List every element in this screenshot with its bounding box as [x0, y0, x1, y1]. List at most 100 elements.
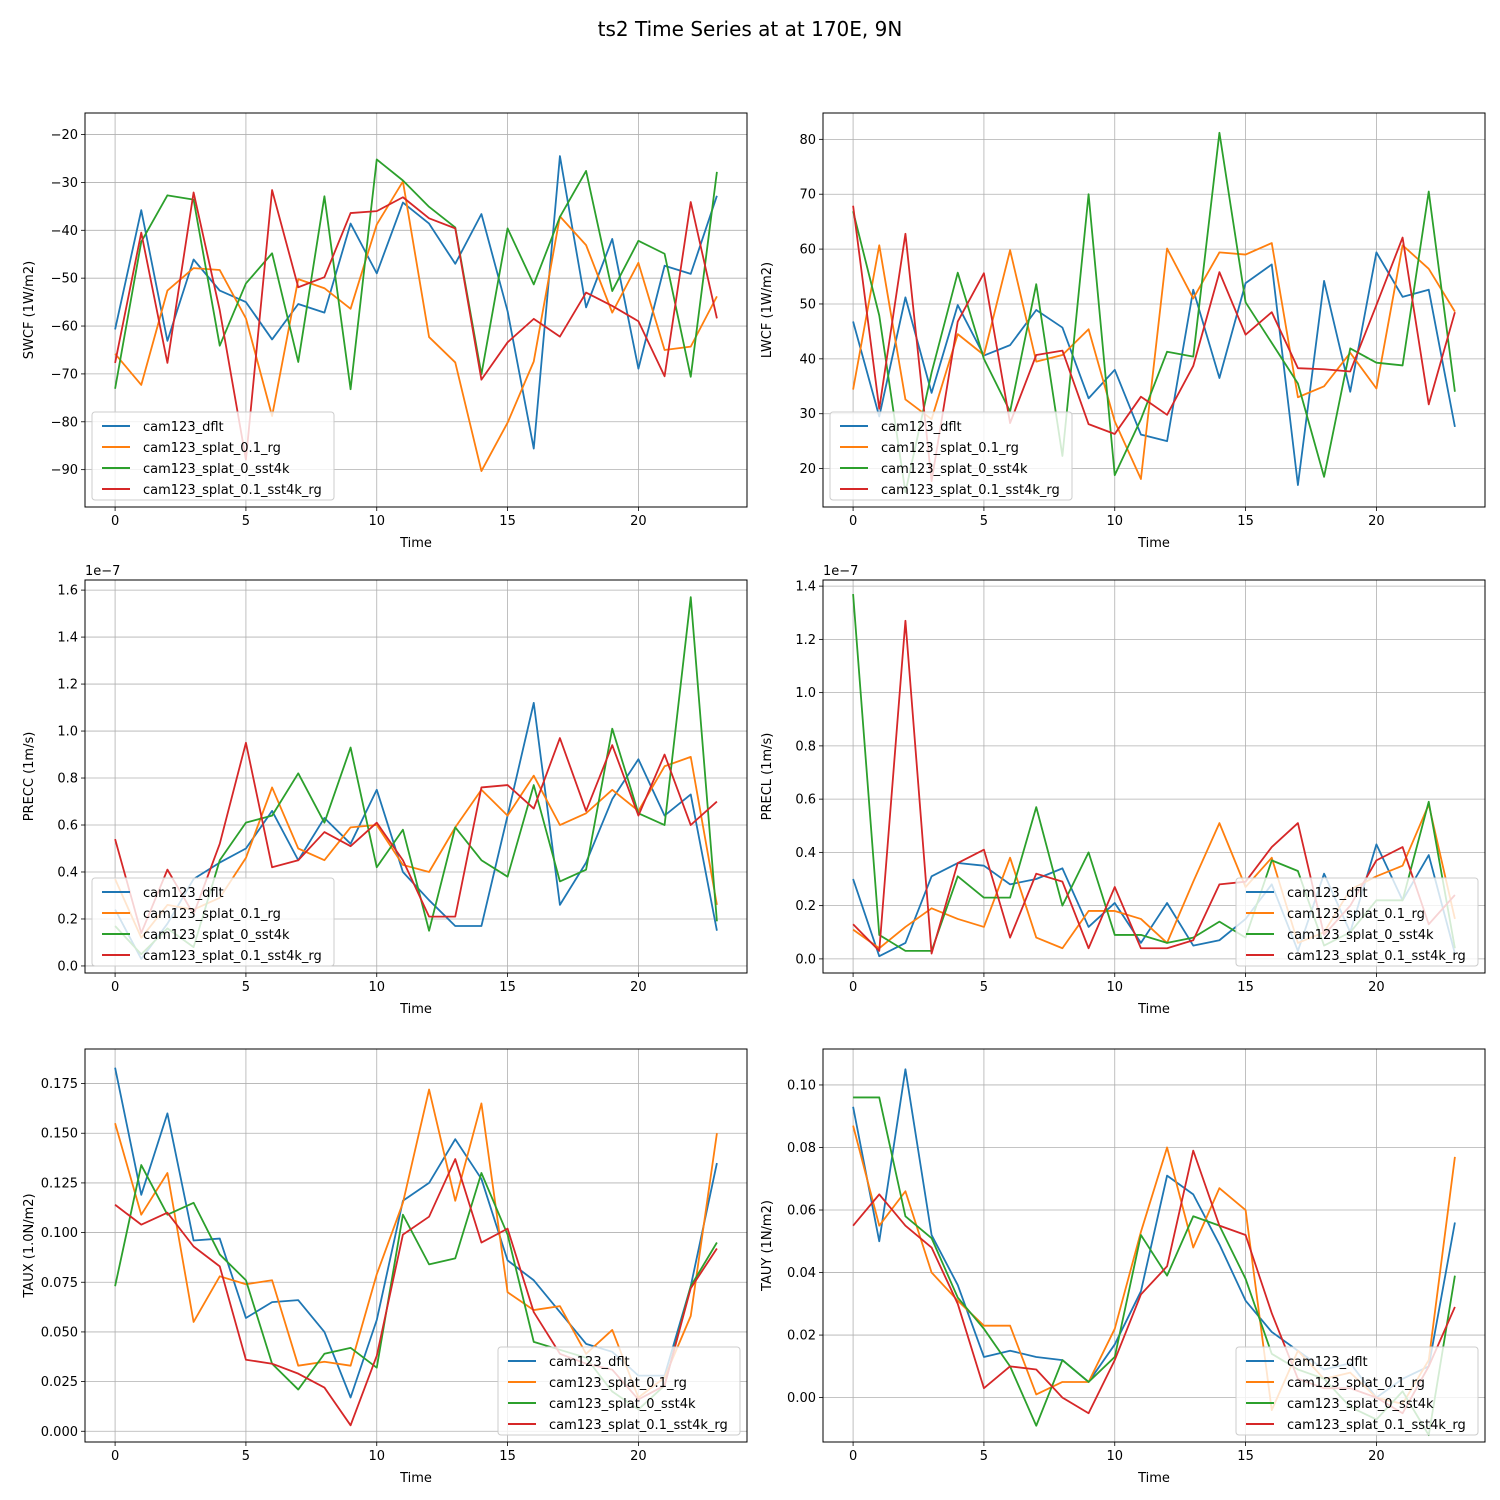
y-tick-label: 0.2 — [57, 912, 78, 927]
y-tick-label: 0.025 — [41, 1375, 78, 1390]
y-tick-label: −50 — [51, 272, 78, 287]
y-tick-label: 20 — [799, 462, 816, 477]
y-tick-label: 0.050 — [41, 1325, 78, 1340]
x-tick-label: 10 — [1106, 514, 1123, 529]
legend: cam123_dflt cam123_splat_0.1_rg cam123_spl… — [91, 877, 335, 967]
chart-panel-tauy: 0 5 10 15 20 0.00 0.02 0.04 0.06 0.08 0.10 Time TAUY… — [760, 1048, 1486, 1486]
axis-offset-label: 1e−7 — [823, 564, 858, 579]
y-axis-label: SWCF (1W/m2) — [22, 261, 37, 359]
legend-box — [1235, 1346, 1479, 1436]
x-tick-label: 5 — [242, 514, 250, 529]
legend-box — [91, 411, 335, 501]
legend-entry-cam123_splat_0_sst4k: cam123_splat_0_sst4k — [143, 462, 290, 477]
legend: cam123_dflt cam123_splat_0.1_rg cam123_spl… — [829, 411, 1073, 501]
y-tick-label: −20 — [51, 128, 78, 143]
series-line-cam123_splat_0.1_sst4k_rg — [114, 737, 718, 934]
legend-entry-cam123_splat_0.1_sst4k_rg: cam123_splat_0.1_sst4k_rg — [881, 483, 1060, 498]
legend-entry-cam123_splat_0.1_rg: cam123_splat_0.1_rg — [881, 441, 1019, 456]
plot-frame — [84, 1048, 748, 1443]
legend-entry-cam123_splat_0.1_rg: cam123_splat_0.1_rg — [1287, 1376, 1425, 1391]
y-tick-label: 1.4 — [795, 580, 816, 595]
y-tick-label: 0.08 — [787, 1141, 816, 1156]
y-tick-label: 0.125 — [41, 1176, 78, 1191]
x-tick-label: 0 — [111, 980, 119, 995]
y-tick-label: 1.2 — [57, 678, 78, 693]
x-tick-label: 20 — [630, 1449, 647, 1464]
y-tick-label: 1.0 — [57, 725, 78, 740]
series-line-cam123_splat_0.1_sst4k_rg — [852, 205, 1456, 483]
x-axis-label: Time — [1137, 1471, 1170, 1486]
legend-entry-cam123_dflt: cam123_dflt — [143, 420, 224, 435]
legend-entry-cam123_dflt: cam123_dflt — [143, 886, 224, 901]
y-tick-label: 0.6 — [795, 793, 816, 808]
legend-entry-cam123_splat_0_sst4k: cam123_splat_0_sst4k — [549, 1397, 696, 1412]
x-tick-label: 5 — [980, 980, 988, 995]
x-axis-label: Time — [399, 536, 432, 551]
y-tick-label: 1.0 — [795, 686, 816, 701]
y-axis-label: TAUY (1N/m2) — [760, 1200, 775, 1292]
x-axis-label: Time — [1137, 536, 1170, 551]
y-tick-label: 0.000 — [41, 1425, 78, 1440]
x-tick-label: 5 — [980, 1449, 988, 1464]
legend-entry-cam123_splat_0.1_sst4k_rg: cam123_splat_0.1_sst4k_rg — [1287, 1418, 1466, 1433]
series-line-cam123_splat_0_sst4k — [114, 596, 718, 956]
legend-entry-cam123_splat_0.1_rg: cam123_splat_0.1_rg — [143, 441, 281, 456]
plot-frame — [822, 579, 1486, 974]
y-tick-label: 60 — [799, 243, 816, 258]
legend-entry-cam123_splat_0.1_rg: cam123_splat_0.1_rg — [143, 907, 281, 922]
chart-panel-precc: 0 5 10 15 20 0.0 0.2 0.4 0.6 0.8 1.0 1.2 1.4 1.6 Time P… — [22, 564, 748, 1017]
x-tick-label: 20 — [630, 980, 647, 995]
y-tick-label: 80 — [799, 133, 816, 148]
y-tick-label: 70 — [799, 188, 816, 203]
y-tick-label: 0.02 — [787, 1329, 816, 1344]
legend-entry-cam123_dflt: cam123_dflt — [1287, 1355, 1368, 1370]
y-axis-label: LWCF (1W/m2) — [760, 262, 775, 358]
legend: cam123_dflt cam123_splat_0.1_rg cam123_spl… — [497, 1346, 741, 1436]
series-line-cam123_splat_0.1_sst4k_rg — [114, 189, 718, 461]
legend-entry-cam123_dflt: cam123_dflt — [881, 420, 962, 435]
x-tick-label: 15 — [499, 1449, 516, 1464]
chart-panel-lwcf: 0 5 10 15 20 20 30 40 50 60 70 80 Time LWCF (1W/m2) ca… — [760, 112, 1486, 551]
x-tick-label: 10 — [368, 980, 385, 995]
x-tick-label: 20 — [1368, 1449, 1385, 1464]
series-line-cam123_splat_0.1_rg — [114, 1088, 718, 1399]
x-tick-label: 15 — [1237, 514, 1254, 529]
x-axis-label: Time — [399, 1002, 432, 1017]
x-tick-label: 0 — [111, 1449, 119, 1464]
legend-entry-cam123_splat_0.1_sst4k_rg: cam123_splat_0.1_sst4k_rg — [143, 483, 322, 498]
legend-box — [1235, 877, 1479, 967]
chart-panel-swcf: 0 5 10 15 20 −90 −80 −70 −60 −50 −40 −30 −20 Time SWCF… — [22, 112, 748, 551]
x-tick-label: 5 — [980, 514, 988, 529]
y-tick-label: 0.2 — [795, 899, 816, 914]
y-tick-label: −30 — [51, 176, 78, 191]
legend-entry-cam123_splat_0.1_sst4k_rg: cam123_splat_0.1_sst4k_rg — [143, 949, 322, 964]
y-tick-label: 30 — [799, 407, 816, 422]
legend-entry-cam123_splat_0.1_rg: cam123_splat_0.1_rg — [549, 1376, 687, 1391]
x-tick-label: 20 — [1368, 980, 1385, 995]
x-tick-label: 10 — [368, 514, 385, 529]
x-tick-label: 0 — [849, 1449, 857, 1464]
chart-panel-precl: 0 5 10 15 20 0.0 0.2 0.4 0.6 0.8 1.0 1.2 1.4 Time PREC… — [760, 564, 1486, 1017]
x-tick-label: 10 — [1106, 1449, 1123, 1464]
y-tick-label: 0.04 — [787, 1266, 816, 1281]
x-tick-label: 5 — [242, 980, 250, 995]
y-tick-label: 0.100 — [41, 1226, 78, 1241]
y-tick-label: 0.0 — [57, 959, 78, 974]
legend-entry-cam123_splat_0.1_sst4k_rg: cam123_splat_0.1_sst4k_rg — [549, 1418, 728, 1433]
y-tick-label: −80 — [51, 415, 78, 430]
plot-frame — [84, 579, 748, 974]
legend-entry-cam123_splat_0.1_rg: cam123_splat_0.1_rg — [1287, 907, 1425, 922]
legend-box — [91, 877, 335, 967]
legend-entry-cam123_splat_0_sst4k: cam123_splat_0_sst4k — [143, 928, 290, 943]
legend-box — [497, 1346, 741, 1436]
x-tick-label: 15 — [499, 514, 516, 529]
x-tick-label: 20 — [1368, 514, 1385, 529]
y-tick-label: 1.6 — [57, 584, 78, 599]
x-tick-label: 15 — [1237, 980, 1254, 995]
y-tick-label: 40 — [799, 352, 816, 367]
series-line-cam123_splat_0.1_rg — [114, 180, 718, 472]
y-tick-label: 50 — [799, 297, 816, 312]
x-tick-label: 5 — [242, 1449, 250, 1464]
series-line-cam123_splat_0_sst4k — [114, 158, 718, 391]
